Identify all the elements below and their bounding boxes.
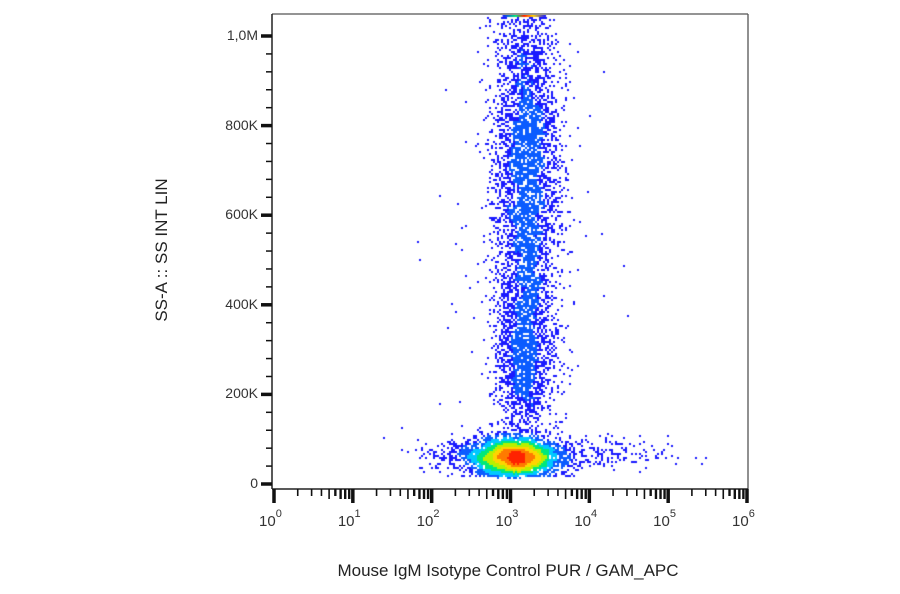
x-tick-exponent: 6 bbox=[748, 508, 755, 520]
x-tick-base: 10 bbox=[653, 513, 670, 530]
x-tick-label: 106 bbox=[732, 508, 755, 530]
x-tick-label: 101 bbox=[337, 508, 361, 530]
y-tick-label: 200K bbox=[225, 385, 258, 402]
x-tick-label: 104 bbox=[574, 508, 598, 530]
x-tick-label: 103 bbox=[495, 508, 519, 530]
x-tick-base: 10 bbox=[732, 513, 749, 530]
y-axis-label: SS-A :: SS INT LIN bbox=[152, 178, 171, 322]
x-tick-label: 102 bbox=[416, 508, 440, 530]
x-tick-base: 10 bbox=[495, 513, 513, 530]
x-tick-exponent: 3 bbox=[512, 508, 519, 520]
x-tick-label: 100 bbox=[259, 508, 282, 530]
x-tick-label: 105 bbox=[653, 508, 676, 530]
y-tick-label: 1,0M bbox=[226, 27, 258, 43]
y-tick-label: 0 bbox=[250, 475, 258, 491]
x-tick-exponent: 4 bbox=[591, 508, 598, 520]
x-tick-exponent: 0 bbox=[275, 508, 282, 520]
density-dot-plot-area bbox=[273, 15, 747, 488]
x-tick-exponent: 5 bbox=[669, 508, 676, 520]
x-tick-exponent: 2 bbox=[433, 508, 440, 520]
x-tick-exponent: 1 bbox=[354, 508, 361, 520]
x-tick-base: 10 bbox=[337, 513, 355, 530]
y-tick-label: 800K bbox=[225, 116, 258, 133]
x-tick-base: 10 bbox=[416, 513, 434, 530]
x-tick-base: 10 bbox=[259, 513, 276, 530]
x-tick-base: 10 bbox=[574, 513, 592, 530]
y-tick-label: 400K bbox=[225, 295, 258, 312]
x-axis-label: Mouse IgM Isotype Control PUR / GAM_APC bbox=[337, 561, 679, 580]
y-tick-label: 600K bbox=[225, 206, 258, 223]
